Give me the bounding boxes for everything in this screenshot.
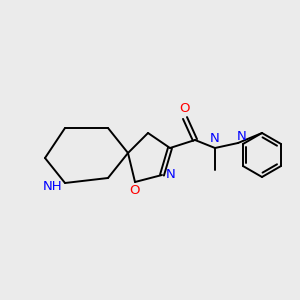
Text: NH: NH (43, 179, 63, 193)
Text: N: N (166, 169, 176, 182)
Text: N: N (210, 133, 220, 146)
Text: O: O (130, 184, 140, 197)
Text: N: N (237, 130, 247, 142)
Text: O: O (179, 103, 189, 116)
